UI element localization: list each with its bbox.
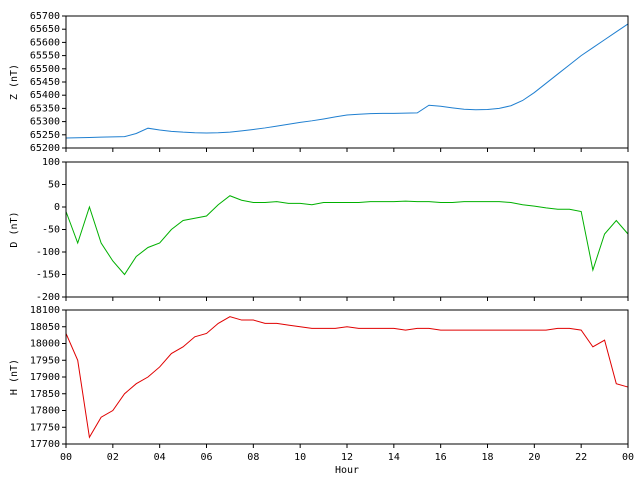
x-tick-label: 08: [247, 452, 259, 463]
y-tick-label: 17800: [30, 406, 60, 417]
data-line: [65, 195, 629, 276]
x-tick-label: 20: [528, 452, 540, 463]
y-tick-label: -150: [36, 270, 60, 281]
x-tick-label: 00: [60, 452, 72, 463]
y-tick-label: 17950: [30, 355, 60, 366]
y-tick-label: -200: [36, 292, 60, 303]
y-axis-label: H (nT): [9, 359, 20, 395]
y-tick-label: 18000: [30, 339, 60, 350]
data-line: [65, 23, 629, 139]
x-axis-label: Hour: [335, 465, 359, 476]
x-tick-label: 00: [622, 452, 634, 463]
y-tick-label: 65250: [30, 130, 60, 141]
y-tick-label: 65300: [30, 117, 60, 128]
y-tick-label: -50: [42, 225, 60, 236]
y-tick-label: 65450: [30, 77, 60, 88]
y-tick-label: 65700: [30, 11, 60, 22]
y-tick-label: 17750: [30, 422, 60, 433]
y-tick-label: 50: [48, 180, 60, 191]
x-tick-label: 22: [575, 452, 587, 463]
y-tick-label: 17900: [30, 372, 60, 383]
x-tick-label: 06: [200, 452, 212, 463]
y-tick-label: 18100: [30, 305, 60, 316]
x-tick-label: 04: [154, 452, 166, 463]
x-tick-label: 16: [435, 452, 447, 463]
x-tick-label: 18: [481, 452, 493, 463]
y-axis-label: Z (nT): [9, 64, 20, 100]
x-tick-label: 12: [341, 452, 353, 463]
y-tick-label: 65500: [30, 64, 60, 75]
x-tick-label: 02: [107, 452, 119, 463]
x-tick-label: 10: [294, 452, 306, 463]
y-tick-label: 0: [54, 202, 60, 213]
y-tick-label: -100: [36, 247, 60, 258]
y-tick-label: 17850: [30, 389, 60, 400]
y-tick-label: 100: [42, 157, 60, 168]
y-tick-label: 65550: [30, 51, 60, 62]
panel-frame: [65, 161, 629, 298]
y-tick-label: 65200: [30, 143, 60, 154]
y-axis-label: D (nT): [9, 211, 20, 247]
y-tick-label: 17700: [30, 439, 60, 450]
y-tick-label: 65650: [30, 24, 60, 35]
y-tick-label: 18050: [30, 322, 60, 333]
data-line: [65, 316, 629, 439]
y-tick-label: 65600: [30, 37, 60, 48]
x-tick-label: 14: [388, 452, 400, 463]
y-tick-label: 65350: [30, 103, 60, 114]
y-tick-label: 65400: [30, 90, 60, 101]
